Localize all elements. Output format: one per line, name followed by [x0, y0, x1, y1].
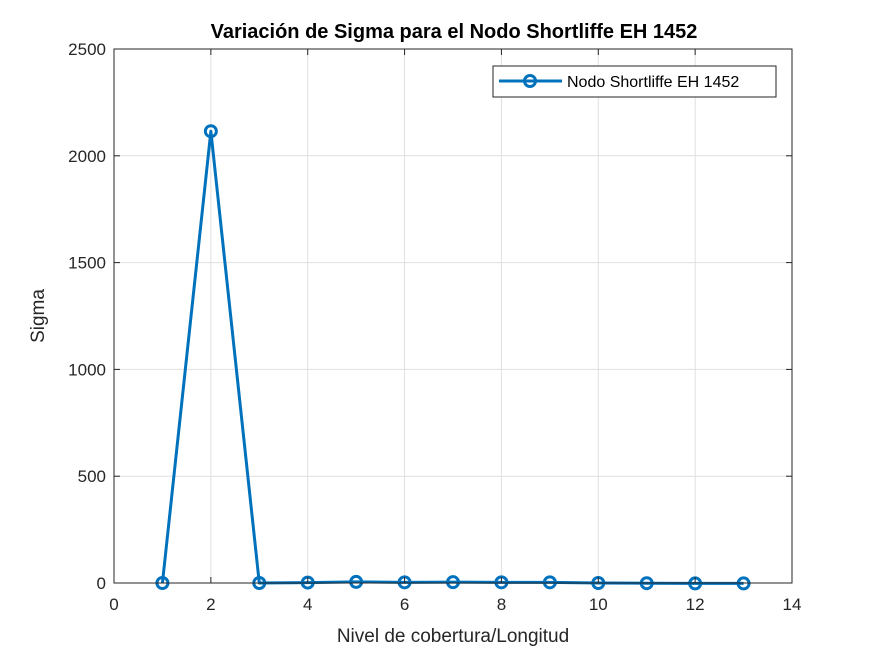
data-point	[542, 575, 557, 590]
x-tick-label: 12	[686, 595, 705, 614]
x-tick-label: 8	[497, 595, 506, 614]
series-line	[160, 129, 744, 585]
y-tick-label: 1000	[68, 360, 106, 379]
y-tick-label: 2500	[68, 40, 106, 59]
x-tick-label: 4	[303, 595, 312, 614]
x-tick-label: 0	[109, 595, 118, 614]
data-point	[494, 575, 509, 590]
plot-frame	[113, 48, 793, 584]
y-tick-label: 0	[97, 574, 106, 593]
y-tick-label: 1500	[68, 254, 106, 273]
x-axis-label: Nivel de cobertura/Longitud	[337, 626, 569, 647]
x-tick-label: 14	[783, 595, 802, 614]
data-point	[203, 124, 218, 139]
data-point	[397, 575, 412, 590]
x-tick-label: 6	[400, 595, 409, 614]
series-layer	[155, 124, 751, 591]
tick-labels: 0 2 4 6 8 10 12 14 0 500 1000 1500 2000 2500	[68, 40, 801, 614]
x-tick-label: 10	[589, 595, 608, 614]
x-tick-label: 2	[206, 595, 215, 614]
chart-title: Variación de Sigma para el Nodo Shortlif…	[211, 21, 698, 43]
legend: Nodo Shortliffe EH 1452	[492, 65, 777, 98]
y-axis-label: Sigma	[28, 289, 49, 343]
legend-marker	[523, 74, 537, 88]
data-point	[349, 574, 364, 589]
legend-label: Nodo Shortliffe EH 1452	[567, 74, 739, 91]
y-tick-label: 2000	[68, 147, 106, 166]
data-point	[446, 575, 460, 590]
y-tick-label: 500	[78, 467, 106, 486]
